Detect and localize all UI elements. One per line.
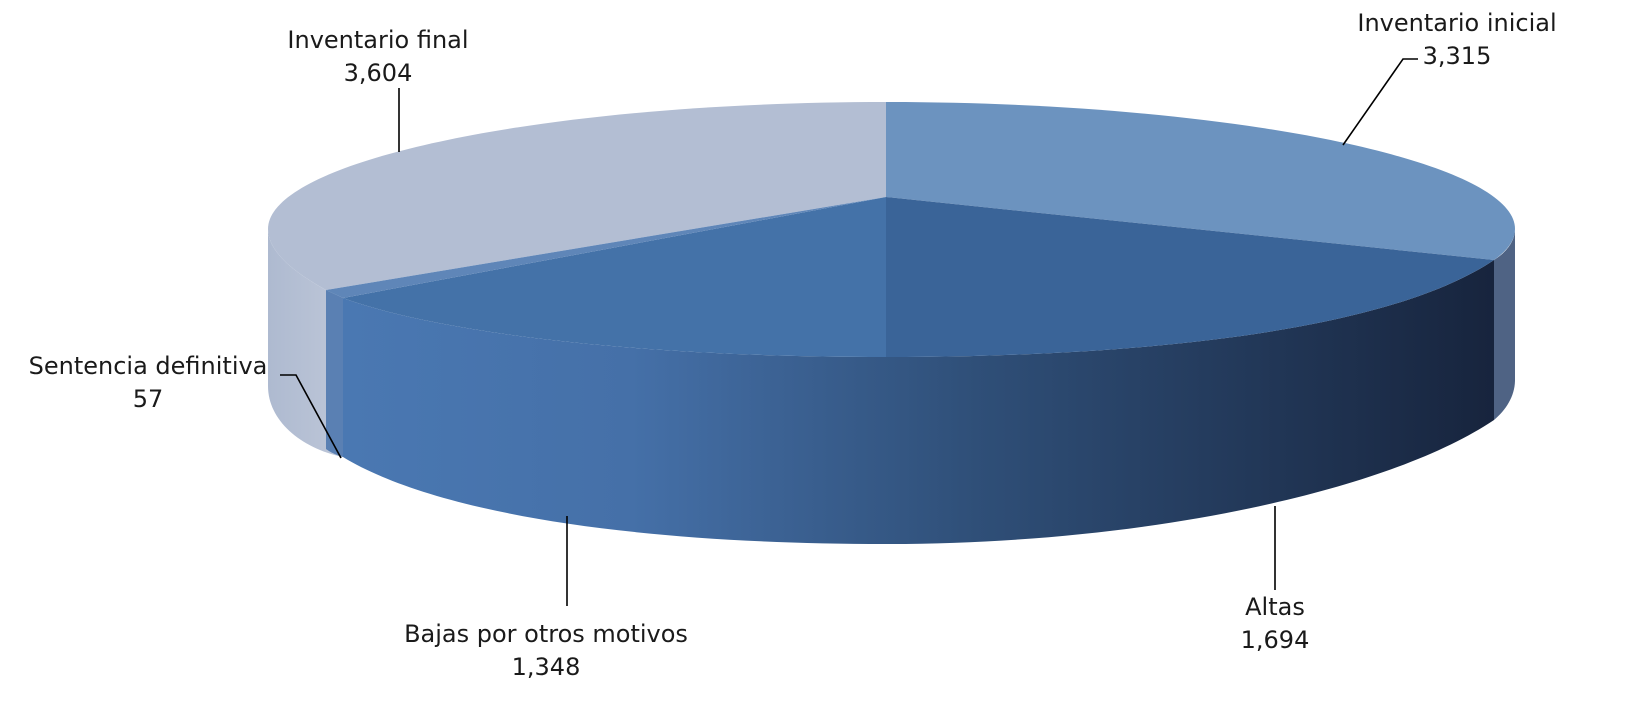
slice-inventario-final <box>268 102 886 290</box>
slice-altas <box>886 197 1494 357</box>
slice-bajas-por-otros-motivos <box>343 197 886 357</box>
slice-side-bajas-altas <box>343 260 1494 544</box>
label-inventario-final: Inventario final <box>287 26 468 54</box>
label-altas: Altas <box>1245 593 1305 621</box>
leader-lines <box>280 58 1418 606</box>
slice-side-inventario-final <box>268 229 343 457</box>
pie-top-face <box>268 102 1515 357</box>
slice-side-inventario-inicial <box>1494 229 1515 420</box>
leader-sentencia-definitiva <box>280 374 342 459</box>
slice-sentencia-definitiva <box>326 197 886 298</box>
value-bajas-por-otros-motivos: 1,348 <box>512 653 581 681</box>
value-altas: 1,694 <box>1241 626 1310 654</box>
slice-side-sentencia-definitiva <box>326 290 343 457</box>
value-sentencia-definitiva: 57 <box>133 385 164 413</box>
slice-inventario-inicial <box>886 102 1515 260</box>
value-inventario-inicial: 3,315 <box>1423 42 1492 70</box>
value-inventario-final: 3,604 <box>344 59 413 87</box>
data-labels: Inventario inicial 3,315 Inventario fina… <box>29 9 1557 681</box>
label-sentencia-definitiva: Sentencia definitiva <box>29 352 268 380</box>
leader-inventario-inicial <box>1342 58 1418 146</box>
pie-side-walls <box>268 229 1515 544</box>
label-bajas-por-otros-motivos: Bajas por otros motivos <box>404 620 688 648</box>
label-inventario-inicial: Inventario inicial <box>1357 9 1556 37</box>
